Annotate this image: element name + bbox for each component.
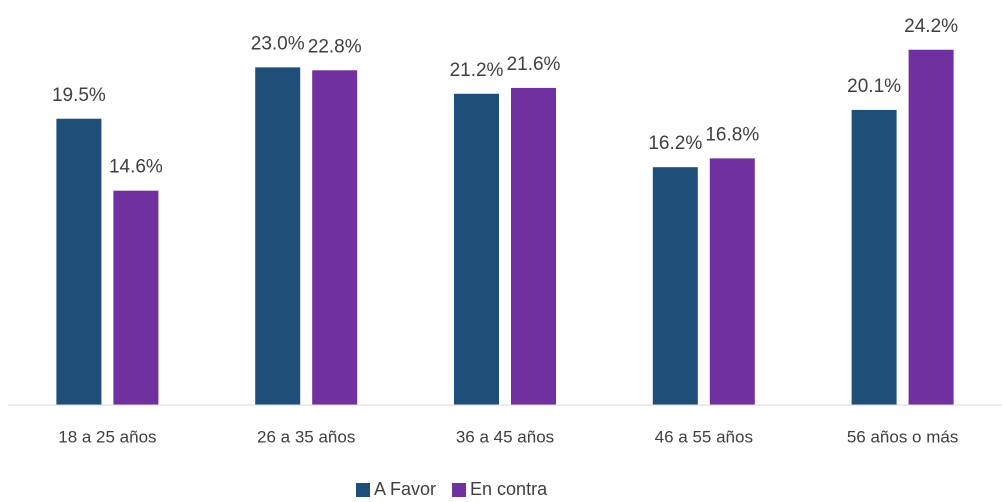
legend-swatch xyxy=(452,483,467,497)
data-label: 14.6% xyxy=(109,157,163,178)
bar xyxy=(312,70,358,406)
data-label: 16.2% xyxy=(648,133,702,154)
bar xyxy=(454,93,499,405)
bar xyxy=(709,158,755,405)
data-label: 21.6% xyxy=(507,54,561,75)
bar xyxy=(255,67,301,406)
data-label: 21.2% xyxy=(450,60,504,81)
data-label: 24.2% xyxy=(904,16,958,37)
x-tick-label: 26 a 35 años xyxy=(257,427,355,446)
data-label: 23.0% xyxy=(251,33,305,54)
data-label: 19.5% xyxy=(52,85,106,106)
legend-swatch xyxy=(356,483,370,497)
x-tick-label: 46 a 55 años xyxy=(655,427,753,446)
legend-label: A Favor xyxy=(374,479,436,499)
legend-label: En contra xyxy=(470,479,548,499)
bar xyxy=(652,167,698,405)
x-tick-label: 56 años o más xyxy=(847,427,959,446)
bar xyxy=(113,190,159,405)
bar xyxy=(511,87,556,406)
data-label: 20.1% xyxy=(847,76,901,97)
data-label: 22.8% xyxy=(308,36,362,57)
bar xyxy=(56,118,102,406)
bar xyxy=(851,109,897,405)
x-tick-label: 18 a 25 años xyxy=(58,427,156,446)
bar xyxy=(908,49,954,406)
data-label: 16.8% xyxy=(705,124,759,145)
x-tick-label: 36 a 45 años xyxy=(456,427,554,446)
